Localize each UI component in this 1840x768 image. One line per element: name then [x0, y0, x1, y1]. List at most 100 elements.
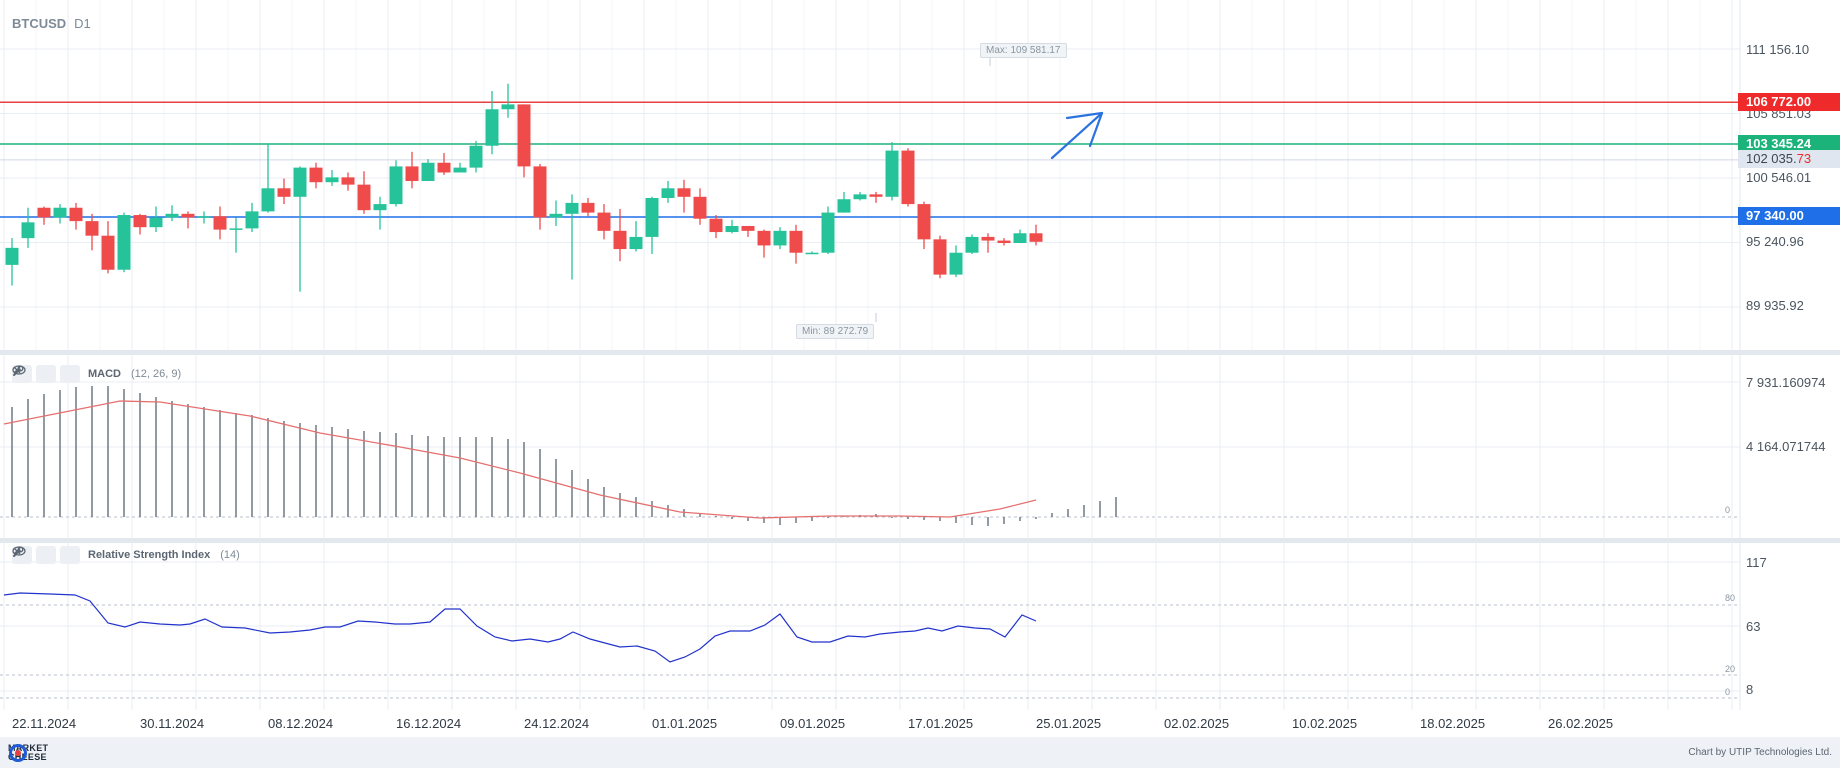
- candle-body: [869, 194, 883, 197]
- candle-body: [37, 207, 51, 218]
- candle-body: [773, 230, 787, 246]
- resistance-price-label: 106 772.00: [1738, 93, 1840, 111]
- date-tick: 26.02.2025: [1548, 716, 1614, 731]
- candle-body: [565, 202, 579, 214]
- rsi-level-label: 0: [1725, 687, 1731, 697]
- candle-body: [69, 207, 83, 222]
- rsi-tick: 117: [1746, 555, 1767, 570]
- candle-body: [629, 236, 643, 250]
- rsi-pane[interactable]: Relative Strength Index (14) 117 63 8 80…: [0, 541, 1840, 710]
- candle-body: [133, 215, 147, 228]
- date-tick: 10.02.2025: [1292, 716, 1358, 731]
- candle-body: [709, 218, 723, 233]
- candle-body: [101, 235, 115, 270]
- pane-separator[interactable]: [0, 350, 1840, 355]
- candle-body: [853, 194, 867, 200]
- date-tick: 08.12.2024: [268, 716, 334, 731]
- date-tick: 18.02.2025: [1420, 716, 1486, 731]
- candle-body: [117, 215, 131, 270]
- max-annotation: Max: 109 581.17: [980, 43, 1067, 58]
- price-tick: 111 156.10: [1746, 42, 1810, 57]
- macd-pane[interactable]: MACD (12, 26, 9) 7 931.160974 4 164.0717…: [0, 355, 1840, 538]
- footer: MARKET CHEESE Chart by UTIP Technologies…: [0, 737, 1840, 768]
- candle-body: [229, 228, 243, 230]
- rsi-line: [3, 592, 1037, 663]
- candle-body: [597, 212, 611, 231]
- candle-body: [645, 198, 659, 237]
- macd-title: MACD: [88, 368, 121, 380]
- candle-body: [261, 188, 275, 212]
- candle-body: [949, 252, 963, 275]
- macd-chart: [0, 355, 1741, 538]
- date-tick: 09.01.2025: [780, 716, 846, 731]
- candle-body: [53, 207, 67, 218]
- date-tick: 01.01.2025: [652, 716, 718, 731]
- price-tick: 89 935.92: [1746, 298, 1804, 313]
- candle-body: [213, 216, 227, 230]
- settings-wrench-icon[interactable]: [13, 546, 56, 564]
- settings-wrench-icon[interactable]: [13, 365, 56, 383]
- candle-body: [517, 104, 531, 167]
- rsi-tick: 8: [1746, 682, 1754, 697]
- candle-body: [277, 188, 291, 197]
- candle-body: [181, 213, 195, 218]
- symbol-label: BTCUSD D1: [12, 16, 91, 31]
- candle-body: [933, 239, 947, 275]
- candle-body: [885, 150, 899, 197]
- date-tick: 02.02.2025: [1164, 716, 1230, 731]
- candle-body: [837, 199, 851, 213]
- date-tick: 30.11.2024: [140, 716, 205, 731]
- candle-body: [245, 211, 259, 229]
- price-chart[interactable]: [0, 0, 1840, 350]
- logo-text-line2: CHEESE: [8, 752, 47, 762]
- macd-header: MACD (12, 26, 9): [12, 365, 181, 383]
- support-green-price-label: 103 345.24: [1738, 135, 1840, 153]
- macd-tick: 4 164.071744: [1746, 439, 1826, 454]
- trend-arrow-shaft: [1050, 111, 1104, 160]
- rsi-header: Relative Strength Index (14): [12, 546, 240, 564]
- chart-credit: Chart by UTIP Technologies Ltd.: [1688, 747, 1832, 758]
- symbol-name: BTCUSD: [12, 16, 67, 31]
- date-tick: 22.11.2024: [12, 716, 77, 731]
- candle-body: [965, 236, 979, 253]
- rsi-title: Relative Strength Index: [88, 549, 211, 561]
- rsi-level-label: 80: [1725, 593, 1736, 603]
- date-tick: 17.01.2025: [908, 716, 974, 731]
- candle-body: [1029, 233, 1043, 242]
- candle-body: [341, 177, 355, 185]
- candle-body: [533, 166, 547, 218]
- market-cheese-logo[interactable]: MARKET CHEESE: [8, 744, 48, 762]
- candle-body: [789, 230, 803, 253]
- macd-params: (12, 26, 9): [131, 368, 182, 380]
- trend-arrow-head: [1065, 111, 1104, 148]
- macd-zero-label: 0: [1725, 505, 1731, 515]
- candle-body: [453, 167, 467, 173]
- current-price-tail: 73: [1796, 151, 1812, 166]
- candle-body: [1013, 233, 1027, 243]
- current-price-label: 102 035.73: [1738, 150, 1840, 168]
- close-icon[interactable]: [13, 365, 80, 383]
- price-pane[interactable]: BTCUSD D1 111 156.10 105 851.03 100 546.0…: [0, 0, 1840, 350]
- pane-separator[interactable]: [0, 538, 1840, 543]
- rsi-tick: 63: [1746, 619, 1761, 634]
- close-icon[interactable]: [13, 546, 80, 564]
- date-tick: 16.12.2024: [396, 716, 462, 731]
- candle-body: [613, 230, 627, 250]
- candle-body: [325, 177, 339, 183]
- rsi-level-label: 20: [1725, 664, 1736, 674]
- candle-body: [485, 109, 499, 146]
- candle-body: [917, 204, 931, 240]
- date-tick: 25.01.2025: [1036, 716, 1102, 731]
- candle-body: [309, 167, 323, 183]
- logo-icon: [9, 744, 27, 762]
- candle-body: [389, 166, 403, 205]
- candle-body: [581, 202, 595, 213]
- candle-body: [981, 236, 995, 241]
- macd-signal-line: [3, 400, 1037, 519]
- candle-body: [501, 104, 515, 110]
- candle-body: [293, 167, 307, 197]
- macd-tick: 7 931.160974: [1746, 375, 1826, 390]
- candle-body: [661, 188, 675, 199]
- candle-body: [373, 204, 387, 211]
- current-price-main: 102 035.: [1746, 151, 1797, 166]
